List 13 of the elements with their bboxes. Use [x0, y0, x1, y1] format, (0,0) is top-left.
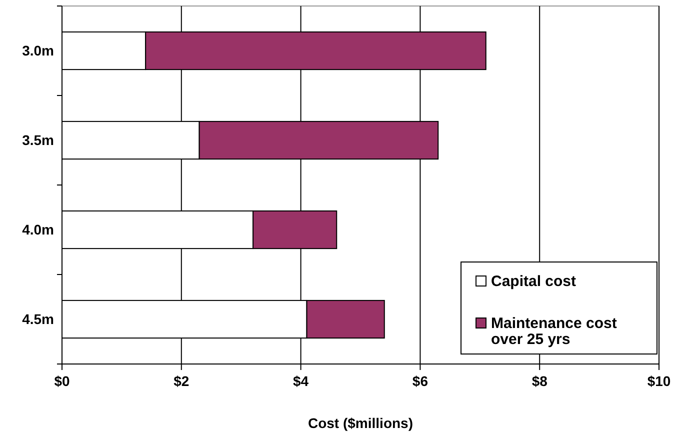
legend-label: Capital cost — [491, 273, 576, 290]
x-tick-label: $6 — [412, 372, 428, 389]
y-tick-label: 4.0m — [22, 222, 54, 238]
x-tick-label: $8 — [532, 372, 548, 389]
y-tick-label: 3.0m — [22, 42, 54, 59]
x-tick-label: $10 — [647, 372, 671, 389]
x-tick-label: $0 — [54, 372, 70, 389]
x-tick-label: $2 — [174, 372, 190, 389]
y-tick-label: 4.5m — [22, 311, 54, 328]
y-tick-label: 3.5m — [22, 132, 54, 148]
x-tick-label: $4 — [293, 372, 309, 389]
legend-label: Maintenance cost over 25 yrs — [491, 315, 617, 348]
x-axis-title: Cost ($millions) — [308, 415, 414, 431]
